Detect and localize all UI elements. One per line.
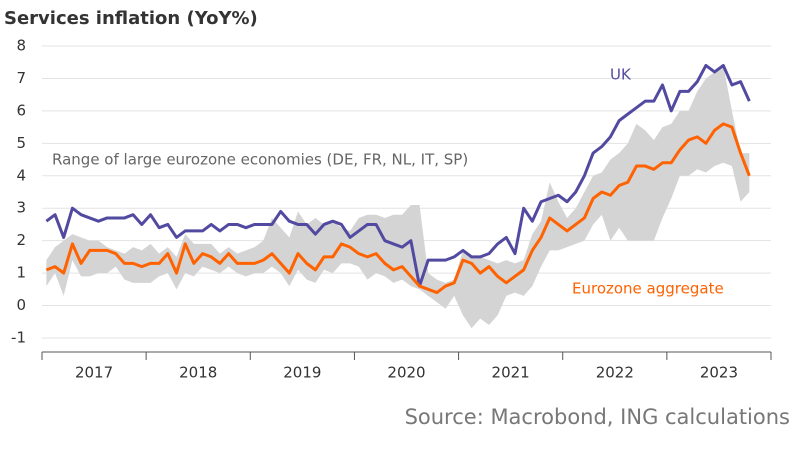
- y-tick-label: 5: [16, 134, 26, 152]
- y-tick-label: 8: [16, 37, 26, 55]
- y-tick-label: 0: [16, 296, 26, 314]
- y-tick-label: 2: [16, 231, 26, 249]
- y-tick-label: 1: [16, 264, 26, 282]
- series-label: Eurozone aggregate: [572, 280, 724, 298]
- y-tick-label: 4: [16, 166, 26, 184]
- range-label: Range of large eurozone economies (DE, F…: [52, 151, 468, 169]
- x-tick-label: 2022: [596, 364, 634, 382]
- x-tick-label: 2023: [700, 364, 738, 382]
- source-note: Source: Macrobond, ING calculations: [405, 405, 790, 429]
- y-tick-label: -1: [11, 329, 26, 347]
- y-tick-label: 3: [16, 199, 26, 217]
- chart-title: Services inflation (YoY%): [4, 8, 258, 29]
- x-tick-label: 2019: [283, 364, 321, 382]
- x-tick-label: 2021: [492, 364, 530, 382]
- series-line: [45, 122, 751, 295]
- y-tick-label: 6: [16, 101, 26, 119]
- series-line: [45, 63, 751, 288]
- x-tick-label: 2020: [387, 364, 425, 382]
- x-tick-label: 2017: [75, 364, 113, 382]
- series-label: UK: [610, 66, 632, 84]
- y-tick-label: 7: [16, 69, 26, 87]
- x-tick-label: 2018: [179, 364, 217, 382]
